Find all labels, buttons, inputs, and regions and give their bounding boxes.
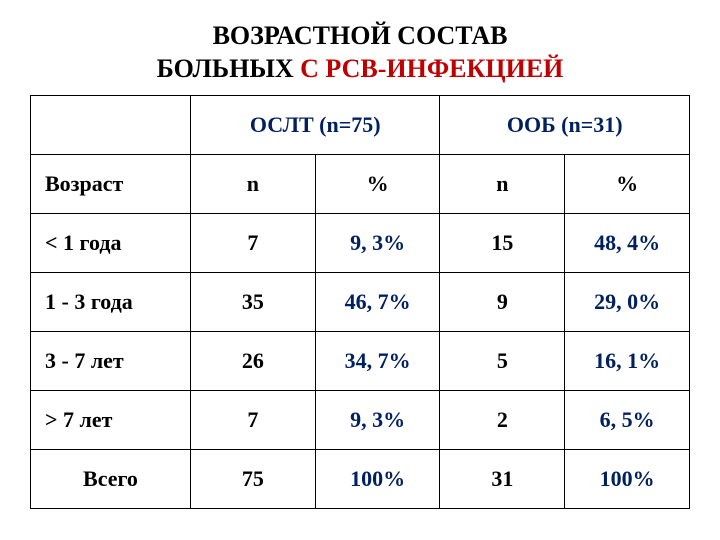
table-row-total: Всего 75 100% 31 100% [31, 450, 690, 509]
cell-oslt-n: 35 [190, 273, 315, 332]
cell-oob-n: 15 [440, 214, 565, 273]
cell-age: < 1 года [31, 214, 191, 273]
table-row: > 7 лет 7 9, 3% 2 6, 5% [31, 391, 690, 450]
age-composition-table: ОСЛТ (n=75) ООБ (n=31) Возраст n % n % <… [30, 95, 690, 509]
cell-oslt-pct: 9, 3% [315, 214, 440, 273]
header-oslt: ОСЛТ (n=75) [190, 96, 440, 155]
cell-oob-pct: 48, 4% [565, 214, 690, 273]
cell-oslt-n: 26 [190, 332, 315, 391]
cell-age: > 7 лет [31, 391, 191, 450]
cell-oob-pct: 6, 5% [565, 391, 690, 450]
table-header-groups: ОСЛТ (n=75) ООБ (n=31) [31, 96, 690, 155]
subheader-oob-n: n [440, 155, 565, 214]
title-line2-highlight: С РСВ-ИНФЕКЦИЕЙ [300, 54, 563, 83]
cell-age-total: Всего [31, 450, 191, 509]
cell-oob-n: 5 [440, 332, 565, 391]
cell-oob-pct: 16, 1% [565, 332, 690, 391]
subheader-oob-pct: % [565, 155, 690, 214]
table-header-sub: Возраст n % n % [31, 155, 690, 214]
subheader-oslt-pct: % [315, 155, 440, 214]
header-blank [31, 96, 191, 155]
cell-oslt-n-total: 75 [190, 450, 315, 509]
cell-oslt-pct: 9, 3% [315, 391, 440, 450]
cell-oslt-pct: 34, 7% [315, 332, 440, 391]
cell-oob-pct-total: 100% [565, 450, 690, 509]
cell-oslt-pct-total: 100% [315, 450, 440, 509]
cell-oslt-n: 7 [190, 391, 315, 450]
cell-oob-pct: 29, 0% [565, 273, 690, 332]
title-line1: ВОЗРАСТНОЙ СОСТАВ [213, 21, 508, 50]
cell-age: 3 - 7 лет [31, 332, 191, 391]
cell-oslt-pct: 46, 7% [315, 273, 440, 332]
cell-oob-n-total: 31 [440, 450, 565, 509]
table-row: < 1 года 7 9, 3% 15 48, 4% [31, 214, 690, 273]
cell-oslt-n: 7 [190, 214, 315, 273]
page-title: ВОЗРАСТНОЙ СОСТАВ БОЛЬНЫХ С РСВ-ИНФЕКЦИЕ… [30, 20, 690, 85]
cell-age: 1 - 3 года [31, 273, 191, 332]
title-line2-prefix: БОЛЬНЫХ [157, 54, 301, 83]
subheader-oslt-n: n [190, 155, 315, 214]
table-row: 1 - 3 года 35 46, 7% 9 29, 0% [31, 273, 690, 332]
subheader-age: Возраст [31, 155, 191, 214]
header-oob: ООБ (n=31) [440, 96, 690, 155]
cell-oob-n: 2 [440, 391, 565, 450]
table-row: 3 - 7 лет 26 34, 7% 5 16, 1% [31, 332, 690, 391]
cell-oob-n: 9 [440, 273, 565, 332]
